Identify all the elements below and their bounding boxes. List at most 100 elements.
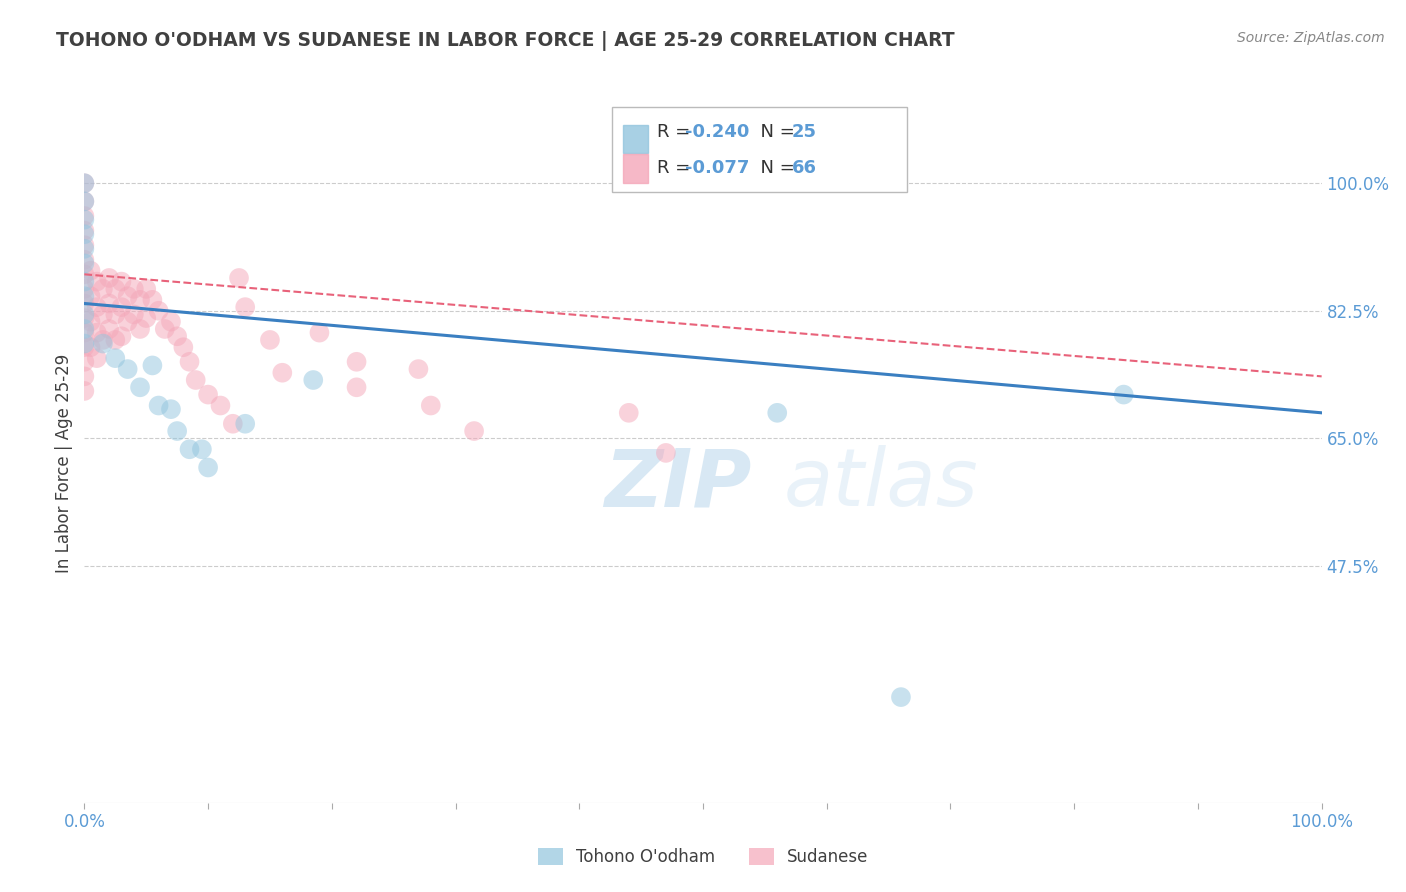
Text: 66: 66 [792,159,817,177]
Point [73,252,96,267]
Point [79,340,101,354]
Point [346,380,368,394]
Point [419,399,441,413]
Text: Source: ZipAtlas.com: Source: ZipAtlas.com [1237,31,1385,45]
Point [129,380,152,394]
Point [73,242,96,256]
Point [73,268,96,282]
Text: -0.240: -0.240 [685,123,749,141]
Point [271,366,294,380]
Point [104,282,127,296]
Point [160,402,183,417]
Point [73,322,96,336]
Point [148,399,170,413]
Point [73,340,96,354]
Point [153,322,176,336]
Point [197,387,219,401]
Point [233,300,256,314]
Text: N =: N = [749,123,801,141]
Point [98,322,121,336]
Point [79,263,101,277]
Point [73,326,96,340]
Point [91,336,114,351]
Point [73,311,96,326]
Point [135,282,157,296]
Point [86,275,108,289]
Point [228,271,250,285]
Point [98,296,121,310]
Point [890,690,912,705]
Point [141,293,163,307]
Point [110,300,132,314]
Point [104,307,127,321]
Text: ZIP: ZIP [605,445,751,524]
Point [129,322,152,336]
Point [73,238,96,252]
Point [110,275,132,289]
Point [259,333,281,347]
Point [73,176,96,190]
Point [73,194,96,209]
Point [104,333,127,347]
Point [73,256,96,270]
Point [655,446,678,460]
Point [98,271,121,285]
Point [86,326,108,340]
Point [91,333,114,347]
Point [117,362,139,376]
Point [302,373,325,387]
Point [73,336,96,351]
Point [117,315,139,329]
Point [408,362,430,376]
Point [122,307,145,321]
Point [73,209,96,223]
Point [160,315,183,329]
Point [617,406,640,420]
Point [79,315,101,329]
Point [117,289,139,303]
Point [79,289,101,303]
Point [73,296,96,310]
Point [73,282,96,296]
Point [73,227,96,242]
Text: -0.077: -0.077 [685,159,749,177]
Text: TOHONO O'ODHAM VS SUDANESE IN LABOR FORCE | AGE 25-29 CORRELATION CHART: TOHONO O'ODHAM VS SUDANESE IN LABOR FORC… [56,31,955,51]
Point [233,417,256,431]
Point [179,355,201,369]
Point [73,275,96,289]
Text: R =: R = [657,159,696,177]
Point [197,460,219,475]
Point [166,424,188,438]
Point [73,194,96,209]
Point [1112,387,1135,401]
Point [91,307,114,321]
Point [166,329,188,343]
Point [73,384,96,398]
Point [73,369,96,384]
Point [172,340,194,354]
Point [135,311,157,326]
Point [110,329,132,343]
Point [308,326,330,340]
Text: R =: R = [657,123,696,141]
Point [179,442,201,457]
Point [346,355,368,369]
Point [141,359,163,373]
Text: 25: 25 [792,123,817,141]
Text: N =: N = [749,159,801,177]
Legend: Tohono O'odham, Sudanese: Tohono O'odham, Sudanese [531,841,875,872]
Point [191,442,214,457]
Point [766,406,789,420]
Point [463,424,485,438]
Point [91,282,114,296]
Point [73,212,96,227]
Point [86,300,108,314]
Point [86,351,108,366]
Point [73,307,96,321]
Point [73,176,96,190]
Point [122,282,145,296]
Point [73,223,96,237]
Point [73,355,96,369]
Point [129,293,152,307]
Point [73,289,96,303]
